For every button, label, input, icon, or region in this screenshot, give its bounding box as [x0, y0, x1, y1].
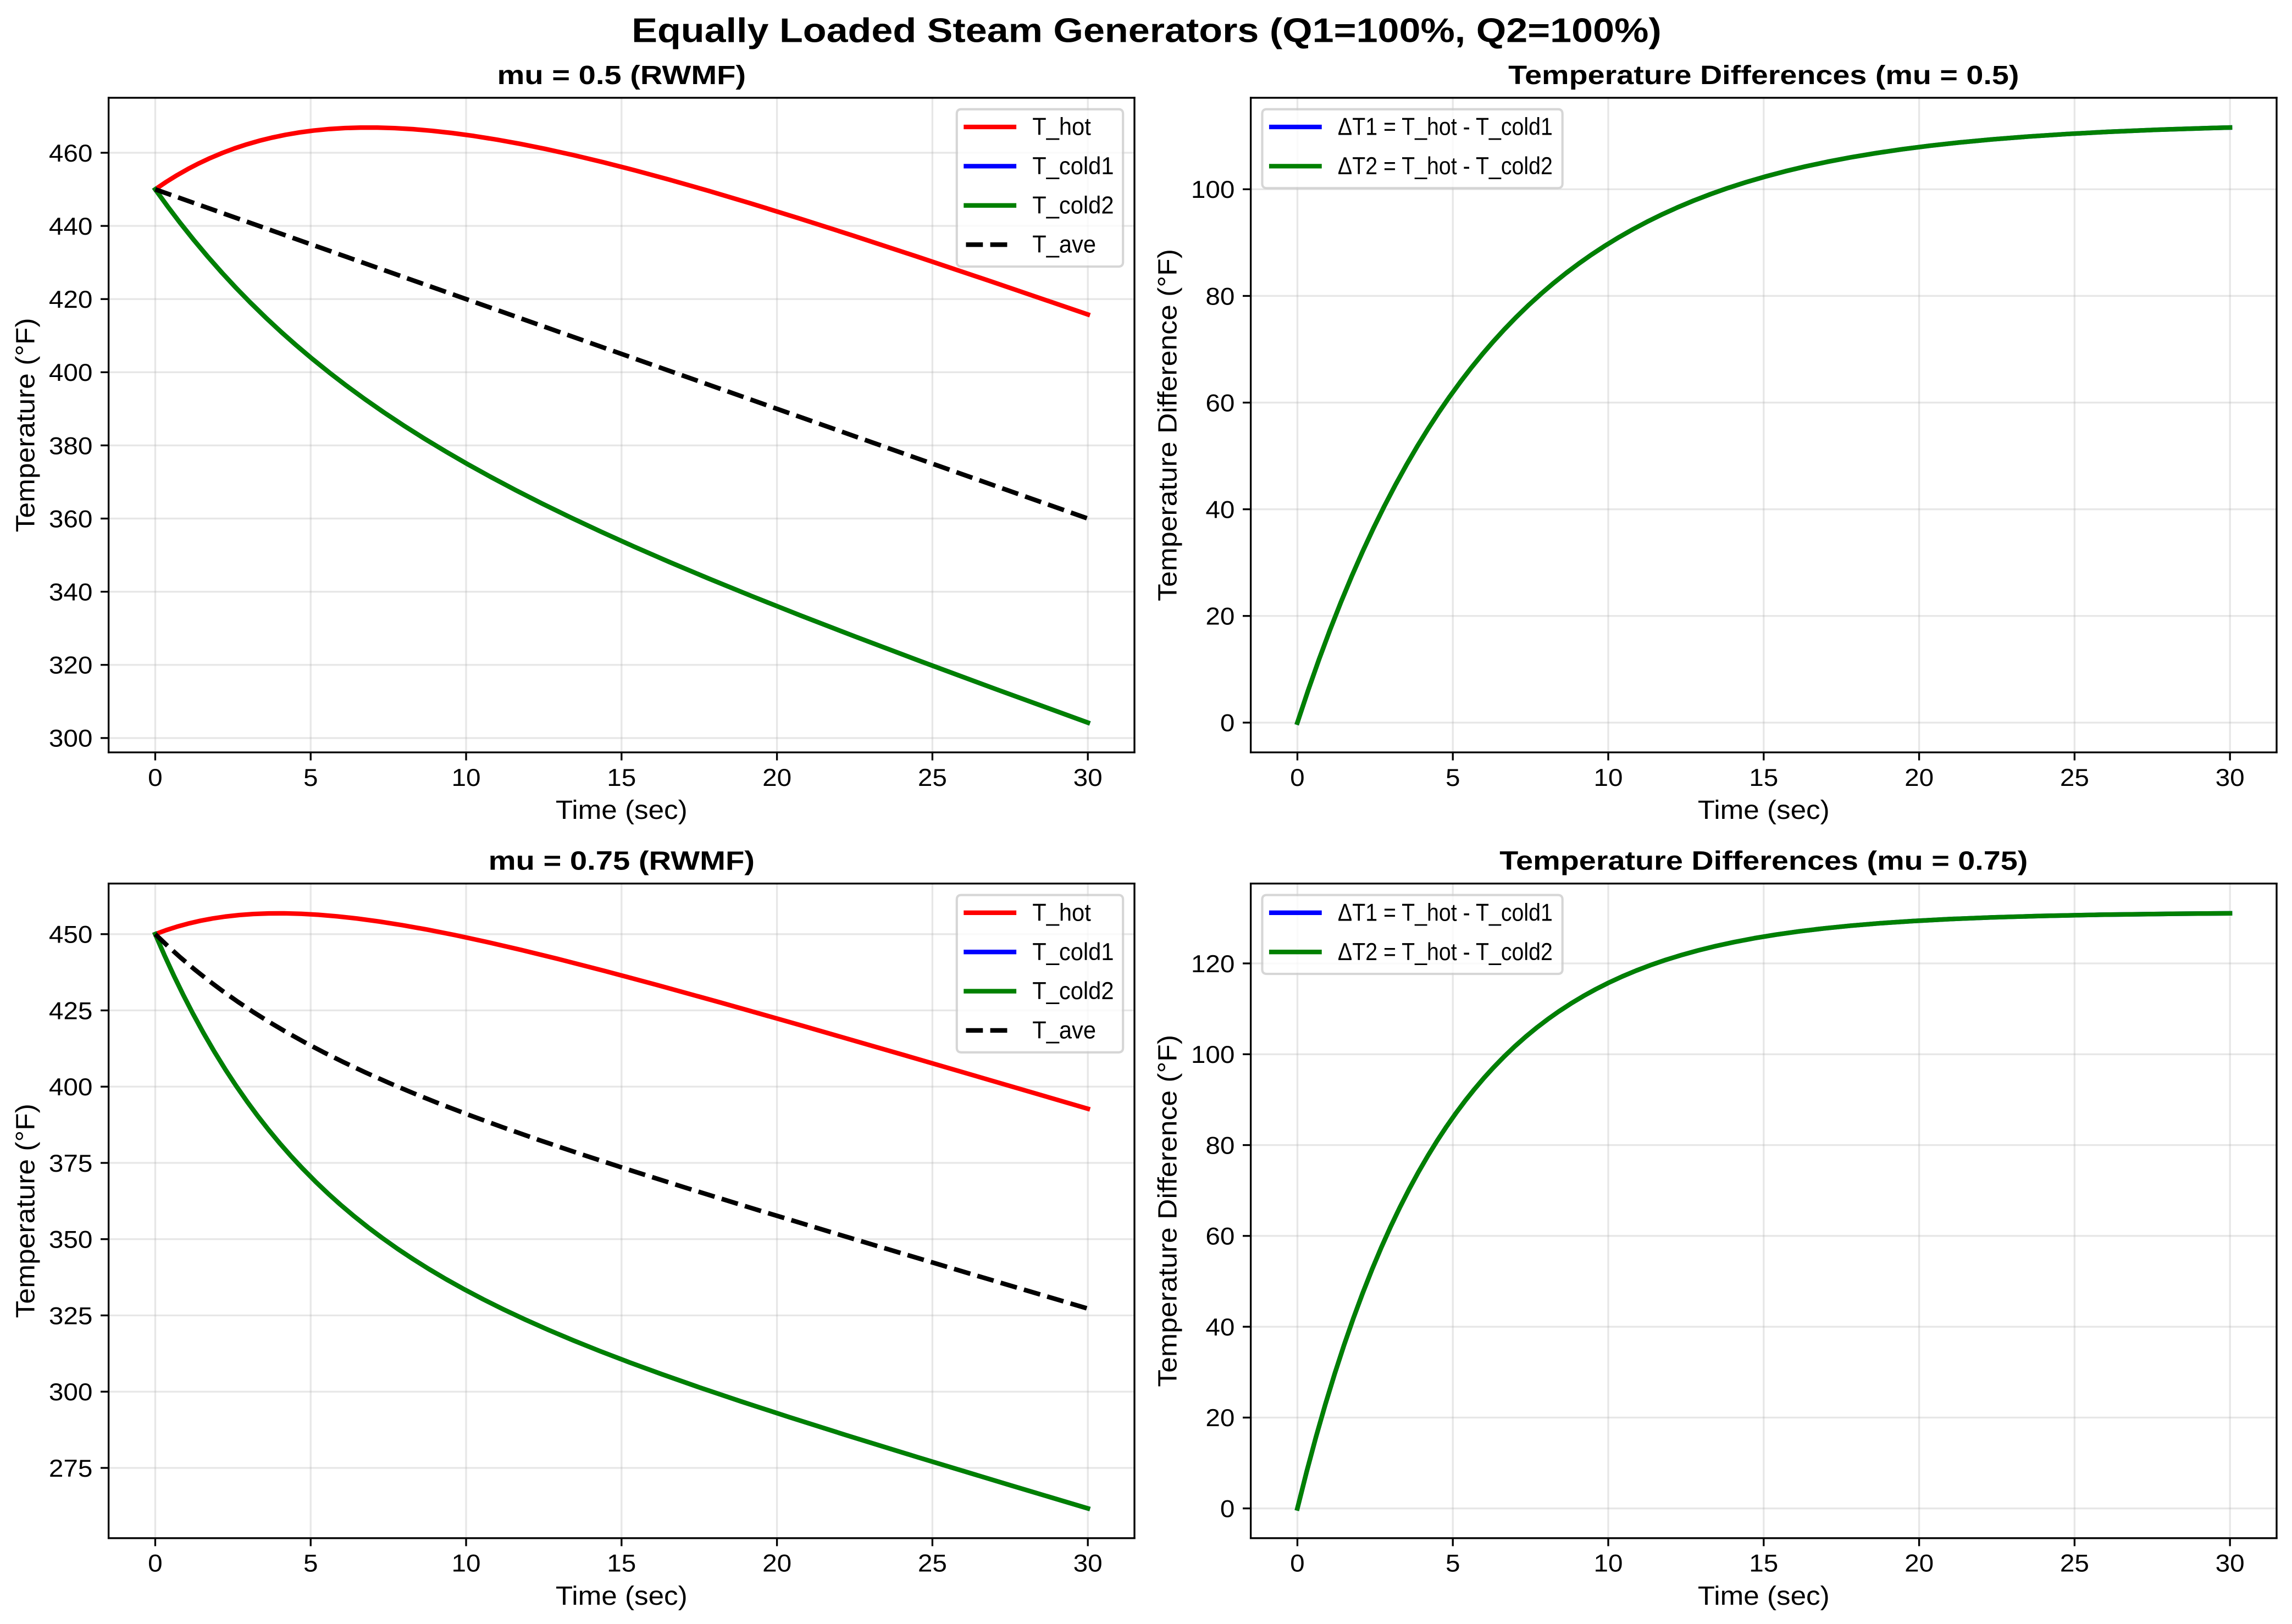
svg-text:300: 300: [49, 725, 93, 752]
svg-text:10: 10: [1594, 764, 1623, 791]
svg-text:0: 0: [1290, 764, 1304, 791]
svg-text:T_hot: T_hot: [1032, 899, 1091, 926]
svg-text:30: 30: [1073, 1550, 1103, 1577]
svg-text:Time (sec): Time (sec): [556, 795, 688, 825]
svg-text:25: 25: [2060, 764, 2089, 791]
svg-text:20: 20: [1905, 764, 1934, 791]
svg-text:ΔT2 = T_hot - T_cold2: ΔT2 = T_hot - T_cold2: [1338, 939, 1553, 966]
svg-text:450: 450: [49, 922, 93, 949]
svg-text:80: 80: [1205, 283, 1234, 310]
svg-text:15: 15: [607, 764, 636, 791]
svg-text:425: 425: [49, 997, 93, 1024]
svg-text:350: 350: [49, 1227, 93, 1254]
svg-text:320: 320: [49, 652, 93, 679]
svg-text:100: 100: [1191, 1041, 1235, 1068]
svg-text:300: 300: [49, 1379, 93, 1406]
svg-text:T_cold1: T_cold1: [1032, 153, 1114, 180]
svg-text:Temperature (°F): Temperature (°F): [11, 1104, 41, 1318]
svg-text:5: 5: [1446, 1550, 1460, 1577]
svg-text:Temperature Difference (°F): Temperature Difference (°F): [1153, 1035, 1183, 1387]
svg-text:25: 25: [918, 1550, 947, 1577]
svg-text:Time (sec): Time (sec): [1698, 1581, 1830, 1611]
svg-text:0: 0: [148, 764, 163, 791]
svg-text:15: 15: [1749, 1550, 1778, 1577]
svg-text:0: 0: [148, 1550, 163, 1577]
svg-text:375: 375: [49, 1150, 93, 1177]
svg-text:T_cold2: T_cold2: [1032, 978, 1114, 1005]
svg-text:T_hot: T_hot: [1032, 114, 1091, 141]
svg-text:5: 5: [1446, 764, 1460, 791]
svg-text:400: 400: [49, 359, 93, 386]
svg-text:120: 120: [1191, 951, 1235, 978]
svg-text:Equally Loaded Steam Generator: Equally Loaded Steam Generators (Q1=100%…: [632, 12, 1662, 49]
svg-text:400: 400: [49, 1074, 93, 1101]
svg-text:30: 30: [1073, 764, 1103, 791]
svg-text:275: 275: [49, 1455, 93, 1482]
svg-text:10: 10: [452, 764, 481, 791]
svg-text:80: 80: [1205, 1132, 1234, 1159]
svg-text:T_cold2: T_cold2: [1032, 192, 1114, 219]
svg-text:20: 20: [762, 1550, 791, 1577]
svg-text:420: 420: [49, 286, 93, 313]
svg-text:Temperature Difference (°F): Temperature Difference (°F): [1153, 249, 1183, 601]
svg-text:340: 340: [49, 579, 93, 606]
svg-text:15: 15: [1749, 764, 1778, 791]
svg-text:25: 25: [2060, 1550, 2089, 1577]
svg-text:T_ave: T_ave: [1032, 1017, 1096, 1044]
svg-text:360: 360: [49, 506, 93, 533]
svg-text:30: 30: [2216, 1550, 2245, 1577]
svg-text:0: 0: [1220, 1495, 1234, 1522]
svg-text:100: 100: [1191, 176, 1235, 203]
svg-text:0: 0: [1290, 1550, 1304, 1577]
svg-text:40: 40: [1205, 496, 1234, 523]
svg-text:5: 5: [303, 1550, 318, 1577]
svg-text:20: 20: [1205, 603, 1234, 630]
svg-text:20: 20: [1205, 1405, 1234, 1432]
svg-text:5: 5: [303, 764, 318, 791]
svg-text:60: 60: [1205, 390, 1234, 417]
svg-text:440: 440: [49, 213, 93, 240]
svg-text:30: 30: [2216, 764, 2245, 791]
svg-text:ΔT1 = T_hot - T_cold1: ΔT1 = T_hot - T_cold1: [1338, 899, 1553, 926]
svg-text:10: 10: [452, 1550, 481, 1577]
svg-text:380: 380: [49, 433, 93, 459]
svg-text:Temperature Differences (mu =: Temperature Differences (mu = 0.75): [1499, 846, 2028, 876]
svg-text:460: 460: [49, 140, 93, 167]
svg-text:Temperature (°F): Temperature (°F): [11, 318, 41, 532]
svg-text:ΔT2 = T_hot - T_cold2: ΔT2 = T_hot - T_cold2: [1338, 153, 1553, 180]
svg-text:Time (sec): Time (sec): [1698, 795, 1830, 825]
svg-text:20: 20: [762, 764, 791, 791]
svg-text:mu = 0.5 (RWMF): mu = 0.5 (RWMF): [497, 60, 746, 90]
svg-text:Temperature Differences (mu =: Temperature Differences (mu = 0.5): [1508, 60, 2019, 90]
svg-text:325: 325: [49, 1302, 93, 1329]
svg-text:25: 25: [918, 764, 947, 791]
svg-text:ΔT1 = T_hot - T_cold1: ΔT1 = T_hot - T_cold1: [1338, 114, 1553, 141]
svg-text:mu = 0.75 (RWMF): mu = 0.75 (RWMF): [489, 846, 755, 876]
svg-text:15: 15: [607, 1550, 636, 1577]
svg-text:Time (sec): Time (sec): [556, 1581, 688, 1611]
svg-text:60: 60: [1205, 1223, 1234, 1250]
svg-text:10: 10: [1594, 1550, 1623, 1577]
svg-text:T_ave: T_ave: [1032, 231, 1096, 258]
svg-text:0: 0: [1220, 710, 1234, 737]
svg-text:40: 40: [1205, 1314, 1234, 1341]
svg-text:T_cold1: T_cold1: [1032, 939, 1114, 966]
svg-text:20: 20: [1905, 1550, 1934, 1577]
